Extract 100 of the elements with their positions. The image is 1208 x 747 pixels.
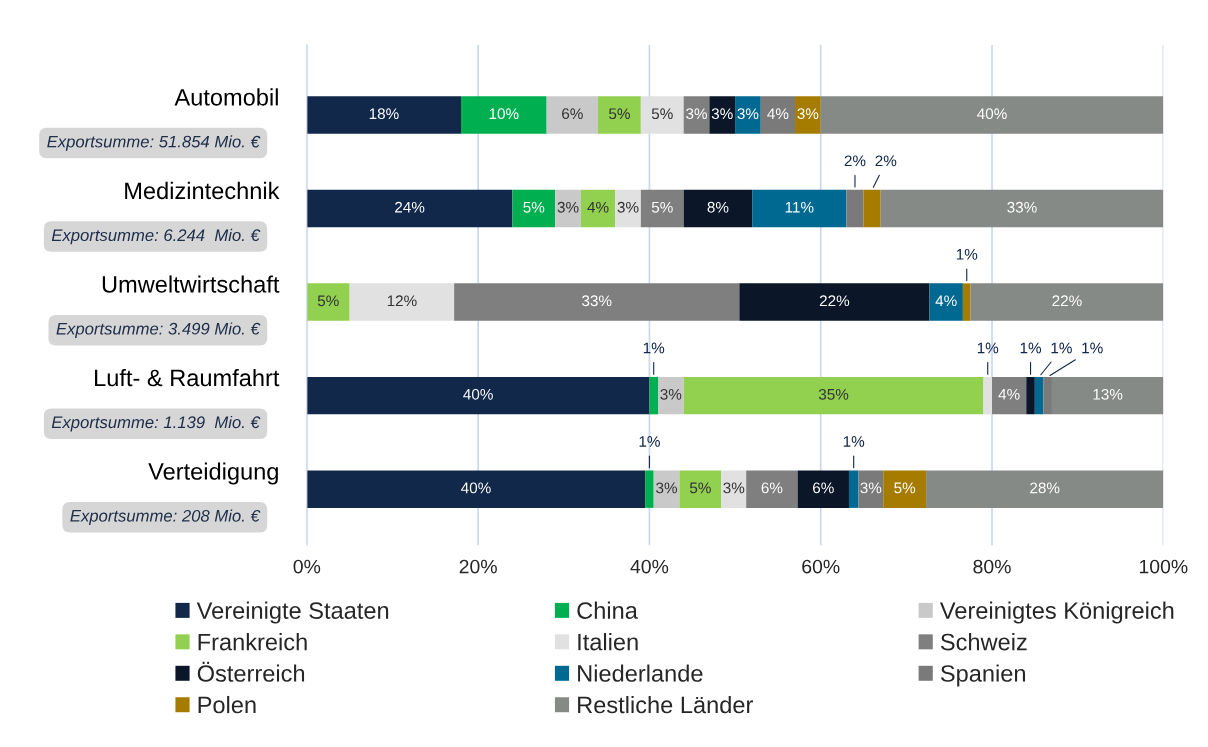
data-label: 1% — [1020, 342, 1042, 354]
bar — [683, 96, 710, 134]
bar — [349, 283, 455, 321]
bar — [752, 189, 847, 228]
bar — [970, 283, 1164, 321]
bar — [735, 96, 761, 134]
bar — [739, 283, 930, 321]
data-label: 3% — [557, 201, 579, 213]
data-label: 4% — [767, 108, 789, 120]
bar — [306, 283, 350, 321]
data-label: 1% — [956, 249, 978, 260]
data-label: 3% — [797, 108, 819, 120]
bar — [929, 283, 963, 321]
data-label: 28% — [1030, 482, 1060, 494]
bar — [721, 470, 747, 508]
bar — [454, 283, 740, 321]
x-tick-label: 80% — [973, 559, 1011, 574]
bar — [880, 189, 1164, 228]
text: Exportsumme: 1.139 Mio. € — [51, 415, 261, 432]
bar — [760, 96, 796, 134]
bar — [820, 96, 1164, 134]
bar — [683, 189, 753, 228]
bar — [653, 470, 680, 508]
data-label: 3% — [723, 482, 745, 494]
data-label: 35% — [818, 388, 849, 400]
data-label: 5% — [523, 201, 545, 213]
data-label: 18% — [369, 108, 399, 120]
legend-label: Polen — [198, 695, 256, 714]
bar — [640, 96, 684, 134]
bar — [555, 189, 581, 228]
x-tick-label: 20% — [459, 559, 497, 574]
data-label: 5% — [689, 482, 711, 494]
data-label: 5% — [609, 108, 630, 120]
legend-label: Italien — [578, 633, 638, 651]
bar — [797, 470, 849, 508]
bar — [1026, 376, 1035, 415]
data-label: 1% — [639, 436, 660, 447]
bar — [580, 189, 616, 228]
data-label: 4% — [935, 295, 957, 307]
data-label: 6% — [813, 482, 834, 494]
data-label: 24% — [395, 201, 425, 213]
data-label: 3% — [711, 108, 733, 120]
bar — [1034, 376, 1044, 415]
data-label: 40% — [463, 388, 493, 400]
text: Exportsumme: 208 Mio. € — [70, 509, 261, 526]
data-label: 3% — [737, 108, 759, 120]
bar — [795, 96, 821, 134]
data-label: 6% — [562, 108, 583, 120]
data-label: 33% — [1007, 201, 1037, 213]
bar — [306, 376, 650, 415]
bar — [858, 470, 884, 508]
data-label: 40% — [461, 482, 491, 494]
bar — [679, 470, 722, 508]
legend-label: Schweiz — [940, 633, 1027, 651]
data-label: 3% — [660, 388, 682, 400]
bar — [863, 189, 881, 228]
bar — [657, 376, 684, 415]
legend-label: Niederlande — [578, 664, 703, 682]
data-label: 5% — [651, 108, 673, 120]
data-label: 1% — [977, 342, 999, 354]
bar — [306, 96, 461, 134]
x-tick-label: 40% — [630, 559, 669, 574]
data-label: 6% — [761, 482, 783, 494]
data-label: 3% — [860, 482, 882, 494]
bar — [848, 470, 859, 508]
data-label: 4% — [998, 388, 1020, 400]
data-label: 3% — [686, 108, 708, 120]
data-label: 2% — [844, 155, 866, 167]
bar — [546, 96, 599, 134]
data-label: 5% — [317, 295, 339, 307]
legend-label: Vereinigte Staaten — [196, 601, 389, 624]
legend-label: Österreich — [197, 661, 305, 682]
legend-label: Spanien — [940, 664, 1025, 687]
data-label: 1% — [1051, 342, 1072, 354]
bar — [746, 470, 798, 508]
legend-label: Frankreich — [198, 633, 307, 651]
data-label: 2% — [875, 155, 897, 167]
bar — [1043, 376, 1052, 415]
bar — [615, 189, 641, 228]
bar — [683, 376, 984, 415]
data-label: 3% — [617, 201, 639, 213]
data-label: 1% — [643, 342, 665, 354]
data-label: 1% — [1082, 342, 1103, 354]
data-label: 8% — [707, 201, 729, 213]
bar — [1051, 376, 1164, 415]
bar — [649, 376, 658, 415]
data-label: 22% — [819, 295, 850, 307]
bar — [992, 376, 1027, 415]
data-label: 10% — [489, 108, 519, 120]
data-label: 11% — [785, 201, 814, 213]
bar — [598, 96, 641, 134]
bar — [983, 376, 993, 415]
text: Exportsumme: 3.499 Mio. € — [56, 322, 261, 338]
data-label: 12% — [387, 295, 417, 307]
y-tick-label: Umweltwirtschaft — [102, 275, 280, 293]
data-label: 33% — [582, 295, 612, 307]
data-label: 13% — [1093, 388, 1123, 400]
y-tick-label: Verteidigung — [148, 462, 278, 485]
bar — [846, 189, 864, 228]
bar — [645, 470, 654, 508]
